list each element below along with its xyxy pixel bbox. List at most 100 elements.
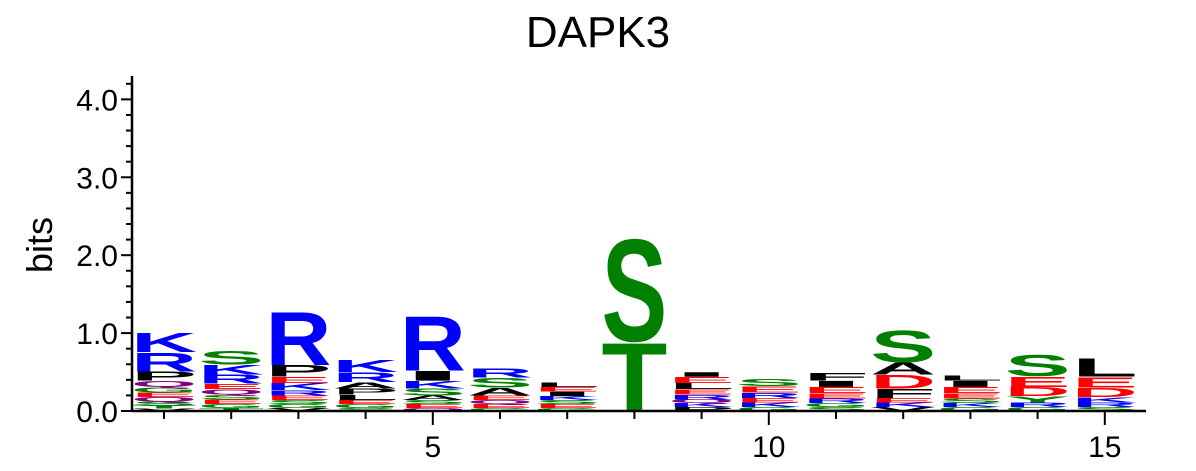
logo-letter-v: V xyxy=(870,406,936,412)
logo-letter-r: R xyxy=(803,397,869,404)
logo-letter-q: Q xyxy=(467,399,533,405)
logo-letter-e: E xyxy=(534,386,600,393)
logo-letter-r: R xyxy=(265,389,331,398)
logo-letter-s: S xyxy=(601,210,667,373)
logo-letter-k: K xyxy=(400,379,466,391)
logo-letter-q: Q xyxy=(131,379,197,389)
y-tick-label: 0.0 xyxy=(76,396,118,429)
logo-letter-e: E xyxy=(669,375,735,385)
logo-letter-s: S xyxy=(131,401,197,407)
logo-letter-e: E xyxy=(467,403,533,409)
logo-letter-r: R xyxy=(669,393,735,400)
logo-letter-e: E xyxy=(198,382,264,390)
logo-letter-k: K xyxy=(534,395,600,401)
logo-letter-p: P xyxy=(265,362,331,380)
logo-letter-f: F xyxy=(803,371,869,383)
logo-letter-e: E xyxy=(803,385,869,395)
logo-letter-k: K xyxy=(937,402,1003,408)
logo-letter-l: L xyxy=(534,381,600,388)
x-ticks: 5 10 15 xyxy=(163,411,1121,464)
x-tick-label: 10 xyxy=(752,431,785,464)
logo-letter-i: I xyxy=(669,371,735,378)
logo-letter-d: D xyxy=(1005,384,1071,399)
logo-letter-e: E xyxy=(131,391,197,398)
logo-letter-s: S xyxy=(467,375,533,391)
logo-letter-e: E xyxy=(198,398,264,405)
logo-letter-l: L xyxy=(1072,353,1138,382)
logo-letter-k: K xyxy=(333,356,399,375)
logo-letter-g: G xyxy=(803,402,869,408)
y-tick-label: 3.0 xyxy=(76,162,118,195)
chart-title: DAPK3 xyxy=(526,8,670,57)
logo-letter-r: R xyxy=(333,369,399,385)
logo-letter-s: S xyxy=(333,407,399,412)
logo-letter-r: R xyxy=(131,347,197,377)
logo-letter-y: Y xyxy=(1005,395,1071,405)
logo-letter-k: K xyxy=(198,362,264,378)
logo-letter-q: Q xyxy=(198,388,264,396)
logo-letter-s: S xyxy=(870,321,936,372)
logo-letter-k: K xyxy=(736,401,802,408)
logo-letter-r: R xyxy=(1072,401,1138,408)
logo-letter-i: I xyxy=(534,390,600,397)
logo-letter-g: G xyxy=(198,403,264,409)
logo-letter-i: I xyxy=(803,379,869,389)
logo-letter-q: Q xyxy=(131,396,197,403)
logo-letter-t: T xyxy=(198,407,264,412)
logo-letter-a: A xyxy=(870,359,936,378)
logo-letter-g: G xyxy=(534,407,600,412)
logo-letter-s: S xyxy=(400,387,466,398)
y-tick-label: 2.0 xyxy=(76,240,118,273)
logo-letter-p: P xyxy=(669,406,735,412)
y-axis-label: bits xyxy=(19,217,60,273)
logo-letter-r: R xyxy=(400,300,466,387)
logo-letter-a: A xyxy=(400,394,466,401)
x-tick-label: 5 xyxy=(424,431,441,464)
logo-letter-g: G xyxy=(736,406,802,412)
logo-letter-q: Q xyxy=(669,398,735,404)
logo-letter-k: K xyxy=(131,327,197,358)
logo-letter-g: G xyxy=(937,406,1003,412)
logo-letter-s: S xyxy=(198,393,264,400)
logo-letter-e: E xyxy=(265,394,331,401)
logo-letter-r: R xyxy=(265,296,331,381)
logo-letter-e: E xyxy=(534,403,600,409)
logo-letter-d: D xyxy=(1072,385,1138,400)
logo-letter-t: T xyxy=(131,405,197,410)
logo-letter-k: K xyxy=(1072,396,1138,405)
logo-letter-s: S xyxy=(1072,406,1138,412)
logo-letter-i: I xyxy=(400,368,466,384)
logo-letter-r: R xyxy=(467,366,533,381)
logo-letter-r: R xyxy=(1005,401,1071,408)
logo-letter-e: E xyxy=(400,403,466,409)
logo-letter-s: S xyxy=(400,399,466,405)
logo-letter-s: S xyxy=(1005,349,1071,383)
logo-letter-g: G xyxy=(333,403,399,409)
logo-letter-l: L xyxy=(669,381,735,391)
logo-letter-k: K xyxy=(870,401,936,408)
logo-letter-a: A xyxy=(333,381,399,391)
logo-letter-p: P xyxy=(131,369,197,384)
logo-letter-s: S xyxy=(803,406,869,412)
logo-letter-e: E xyxy=(467,394,533,401)
logo-letter-e: E xyxy=(937,392,1003,400)
logo-letter-s: S xyxy=(265,399,331,405)
logo-letter-k: K xyxy=(265,381,331,392)
y-tick-label: 1.0 xyxy=(76,318,118,351)
logo-letter-e: E xyxy=(333,399,399,405)
logo-letter-q: Q xyxy=(400,407,466,412)
logo-letter-g: G xyxy=(265,403,331,409)
logo-letter-v: V xyxy=(265,407,331,412)
logo-letter-e: E xyxy=(803,392,869,400)
logo-letter-e: E xyxy=(937,385,1003,395)
logo-letter-s: S xyxy=(937,397,1003,404)
logo-letters: VTSQEGQPRKTGESQERKSVGSERKEPRSGELPARKQESA… xyxy=(131,210,1138,432)
logo-letter-e: E xyxy=(870,397,936,404)
logo-letter-g: G xyxy=(131,385,197,393)
logo-letter-g: G xyxy=(467,407,533,412)
logo-letter-g: G xyxy=(1005,406,1071,412)
logo-letter-e: E xyxy=(1072,374,1138,391)
chart-axes xyxy=(130,76,1146,413)
logo-letter-r: R xyxy=(198,372,264,387)
